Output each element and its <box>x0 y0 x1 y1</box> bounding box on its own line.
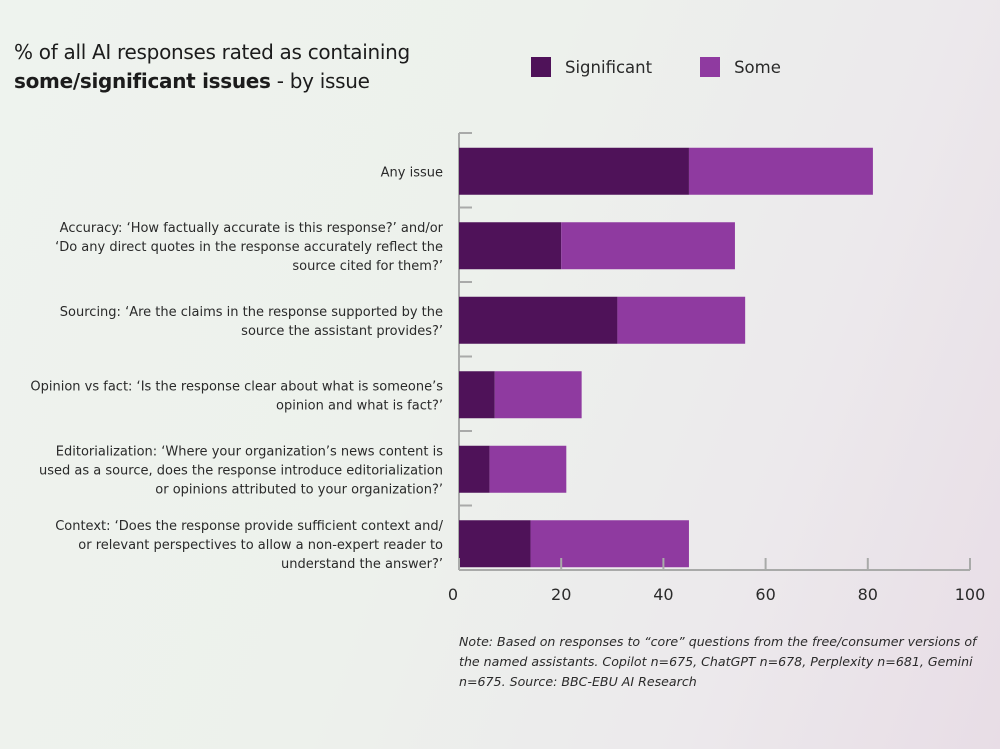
x-tick-label: 100 <box>955 585 986 604</box>
x-tick-label: 20 <box>551 585 571 604</box>
category-label: opinion and what is fact?’ <box>276 398 443 413</box>
bar-significant-2 <box>459 296 618 344</box>
category-label: or opinions attributed to your organizat… <box>155 482 443 497</box>
legend-item-some: Some <box>700 57 781 77</box>
bar-some-5 <box>530 520 689 568</box>
category-label: Context: ‘Does the response provide suff… <box>55 519 443 534</box>
chart-note: Note: Based on responses to “core” quest… <box>459 634 977 689</box>
bar-significant-5 <box>459 520 531 568</box>
category-label: or relevant perspectives to allow a non-… <box>78 538 443 553</box>
category-label: source cited for them?’ <box>292 259 443 274</box>
bar-some-4 <box>489 445 567 493</box>
category-label: Any issue <box>381 165 443 180</box>
bar-some-3 <box>494 371 582 419</box>
legend-label-significant: Significant <box>565 57 653 77</box>
chart-title: % of all AI responses rated as containin… <box>14 38 410 96</box>
bar-chart: Any issue Accuracy: ‘How factually accura… <box>30 132 986 604</box>
category-label: ‘Do any direct quotes in the response ac… <box>55 240 443 255</box>
bar-some-2 <box>617 296 746 344</box>
bar-significant-4 <box>459 445 490 493</box>
title-line-2: some/significant issues - by issue <box>14 67 410 96</box>
category-label: Editorialization: ‘Where your organizati… <box>56 444 443 459</box>
title-line-1: % of all AI responses rated as containin… <box>14 40 410 64</box>
x-tick-label: 60 <box>755 585 775 604</box>
category-label: Accuracy: ‘How factually accurate is thi… <box>60 221 444 236</box>
legend-swatch-some <box>700 57 721 77</box>
title-rest: - by issue <box>270 69 370 93</box>
title-bold: some/significant issues <box>14 69 271 93</box>
bar-significant-1 <box>459 222 562 270</box>
x-tick-label: 80 <box>858 585 878 604</box>
bar-significant-0 <box>459 147 689 195</box>
legend: Significant Some <box>531 57 829 77</box>
category-label: Opinion vs fact: ‘Is the response clear … <box>30 379 443 394</box>
legend-swatch-significant <box>531 57 551 77</box>
legend-label-some: Some <box>734 57 781 77</box>
category-label: Sourcing: ‘Are the claims in the respons… <box>60 305 443 320</box>
bar-significant-3 <box>459 371 495 419</box>
category-label: used as a source, does the response intr… <box>39 463 443 478</box>
legend-item-significant: Significant <box>531 57 652 77</box>
x-tick-label: 40 <box>653 585 673 604</box>
category-label: understand the answer?’ <box>281 557 443 572</box>
bar-some-0 <box>688 147 873 195</box>
x-tick-label: 0 <box>448 585 458 604</box>
category-label: source the assistant provides?’ <box>241 324 443 339</box>
bar-some-1 <box>561 222 735 270</box>
